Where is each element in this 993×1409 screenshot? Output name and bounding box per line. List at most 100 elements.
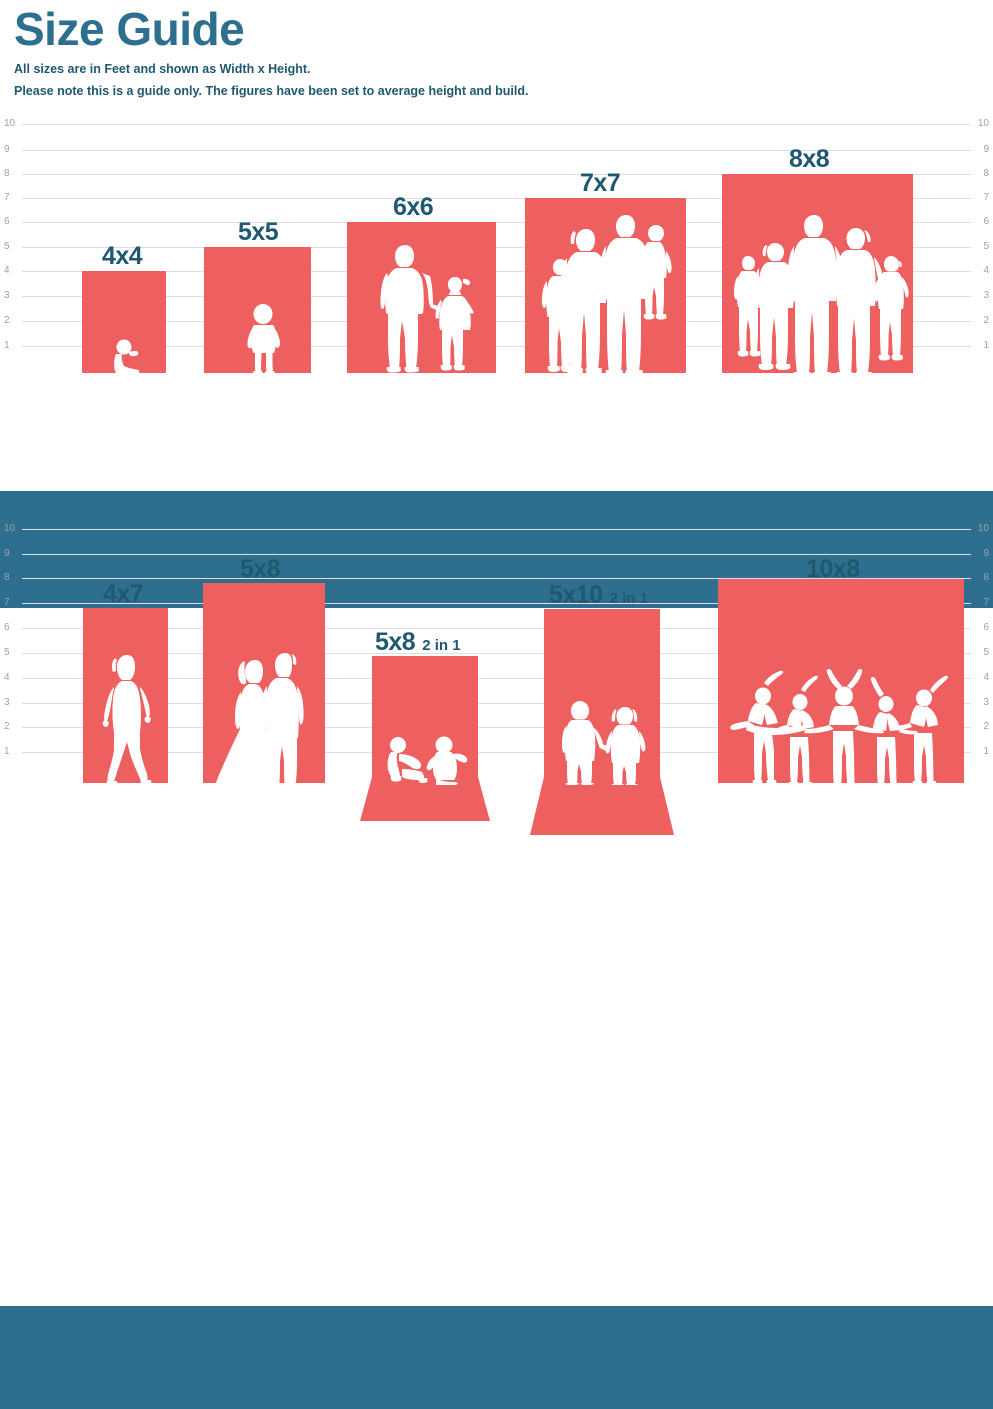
gridline2-7 bbox=[22, 603, 971, 604]
subtitle-line-1: All sizes are in Feet and shown as Width… bbox=[14, 62, 311, 76]
axis-right-label-3: 3 bbox=[983, 290, 989, 301]
gridline2-3 bbox=[22, 703, 971, 704]
bar-label-8x8: 8x8 bbox=[789, 145, 830, 174]
axis2-right-label-3: 3 bbox=[983, 697, 989, 708]
gridline-10 bbox=[22, 124, 971, 125]
axis2-left-label-2: 2 bbox=[4, 721, 10, 732]
axis-right-label-8: 8 bbox=[983, 168, 989, 179]
axis-right-label-5: 5 bbox=[983, 241, 989, 252]
gridline2-8 bbox=[22, 578, 971, 579]
axis-left-label-6: 6 bbox=[4, 216, 10, 227]
axis-right-label-1: 1 bbox=[983, 340, 989, 351]
gridline2-9 bbox=[22, 554, 971, 555]
axis2-right-label-7: 7 bbox=[983, 597, 989, 608]
axis2-right-label-6: 6 bbox=[983, 622, 989, 633]
axis2-left-label-6: 6 bbox=[4, 622, 10, 633]
bar-label-4x4: 4x4 bbox=[102, 242, 143, 271]
gridline-8 bbox=[22, 174, 971, 175]
bar-size-text-4x7: 4x7 bbox=[103, 580, 144, 608]
axis2-left-label-7: 7 bbox=[4, 597, 10, 608]
backdrop-bar-5x10-2in1[interactable] bbox=[544, 609, 660, 783]
bar-label-5x10-2in1: 5x10 2 in 1 bbox=[549, 581, 648, 610]
size-chart-panel-bottom: 10 9 8 7 6 5 4 3 2 1 10 9 8 7 6 5 4 3 2 … bbox=[0, 523, 993, 1409]
floor-band-bottom bbox=[0, 1306, 993, 1409]
gridline-4 bbox=[22, 271, 971, 272]
axis2-right-label-8: 8 bbox=[983, 572, 989, 583]
figure-two-children bbox=[562, 699, 646, 785]
axis-right-label-2: 2 bbox=[983, 315, 989, 326]
bar-label-5x8-2in1: 5x8 2 in 1 bbox=[375, 628, 461, 657]
axis-right-label-7: 7 bbox=[983, 192, 989, 203]
bar-label-10x8: 10x8 bbox=[806, 555, 860, 584]
gridline-1 bbox=[22, 346, 971, 347]
figure-two-babies bbox=[386, 736, 470, 785]
bar-badge-2in1-5x8: 2 in 1 bbox=[422, 637, 461, 654]
axis2-right-label-5: 5 bbox=[983, 647, 989, 658]
axis2-right-label-10: 10 bbox=[977, 523, 989, 534]
gridline-9 bbox=[22, 150, 971, 151]
backdrop-bar-4x4[interactable] bbox=[82, 271, 166, 373]
axis-left-label-5: 5 bbox=[4, 241, 10, 252]
bar-size-text-8x8: 8x8 bbox=[789, 145, 830, 173]
bar-size-text-5x8: 5x8 bbox=[240, 555, 281, 583]
figure-toddler bbox=[243, 304, 285, 376]
axis-left-label-4: 4 bbox=[4, 265, 10, 276]
figure-wedding-couple bbox=[215, 648, 323, 788]
axis-right-label-9: 9 bbox=[983, 144, 989, 155]
gridline-7 bbox=[22, 198, 971, 199]
bar-label-4x7: 4x7 bbox=[103, 580, 144, 609]
bar-size-text-10x8: 10x8 bbox=[806, 555, 860, 583]
gridline2-1 bbox=[22, 752, 971, 753]
axis2-right-label-4: 4 bbox=[983, 672, 989, 683]
bar-size-text-5x8-2in1: 5x8 bbox=[375, 628, 416, 656]
figure-adult-and-child bbox=[375, 243, 481, 374]
gridline-6 bbox=[22, 222, 971, 223]
axis-left-label-7: 7 bbox=[4, 192, 10, 203]
bar-size-text-5x5: 5x5 bbox=[238, 218, 279, 246]
header: Size Guide All sizes are in Feet and sho… bbox=[14, 0, 974, 100]
axis2-left-label-1: 1 bbox=[4, 746, 10, 757]
axis-right-label-6: 6 bbox=[983, 216, 989, 227]
gridline2-5 bbox=[22, 653, 971, 654]
subtitle-line-2: Please note this is a guide only. The fi… bbox=[14, 84, 529, 98]
axis-left-label-10: 10 bbox=[4, 118, 16, 129]
gridline2-4 bbox=[22, 678, 971, 679]
bar-size-text-6x6: 6x6 bbox=[393, 193, 434, 221]
gridline2-10 bbox=[22, 529, 971, 530]
bar-size-text-4x4: 4x4 bbox=[102, 242, 143, 270]
axis2-left-label-3: 3 bbox=[4, 697, 10, 708]
bar-label-5x8: 5x8 bbox=[240, 555, 281, 584]
axis-left-label-3: 3 bbox=[4, 290, 10, 301]
bar-label-6x6: 6x6 bbox=[393, 193, 434, 222]
figure-family-of-four bbox=[538, 198, 678, 374]
axis2-right-label-2: 2 bbox=[983, 721, 989, 732]
axis2-left-label-4: 4 bbox=[4, 672, 10, 683]
axis2-right-label-1: 1 bbox=[983, 746, 989, 757]
axis2-left-label-10: 10 bbox=[4, 523, 16, 534]
bar-label-7x7: 7x7 bbox=[580, 169, 621, 198]
size-chart-panel-top: 10 9 8 7 6 5 4 3 2 1 10 9 8 7 6 5 4 3 2 … bbox=[0, 118, 993, 608]
axis-right-label-4: 4 bbox=[983, 265, 989, 276]
bar-badge-2in1-5x10: 2 in 1 bbox=[609, 590, 648, 607]
gridline-3 bbox=[22, 296, 971, 297]
gridline2-2 bbox=[22, 727, 971, 728]
axis-left-label-8: 8 bbox=[4, 168, 10, 179]
figure-five-dancers bbox=[730, 668, 950, 787]
page-title: Size Guide bbox=[14, 3, 245, 55]
bar-label-5x5: 5x5 bbox=[238, 218, 279, 247]
bar-size-text-7x7: 7x7 bbox=[580, 169, 621, 197]
figure-sitting-baby bbox=[108, 339, 152, 376]
axis-left-label-2: 2 bbox=[4, 315, 10, 326]
axis-left-label-9: 9 bbox=[4, 144, 10, 155]
sweep-base-5x10-2in1 bbox=[530, 777, 674, 835]
gridline2-6 bbox=[22, 628, 971, 629]
axis2-left-label-5: 5 bbox=[4, 647, 10, 658]
axis2-right-label-9: 9 bbox=[983, 548, 989, 559]
axis2-left-label-9: 9 bbox=[4, 548, 10, 559]
axis-right-label-10: 10 bbox=[977, 118, 989, 129]
gridline-5 bbox=[22, 247, 971, 248]
sweep-base-5x8-2in1 bbox=[360, 777, 490, 821]
figure-family-of-five bbox=[732, 203, 909, 374]
figure-standing-woman bbox=[100, 654, 158, 788]
bar-size-text-5x10: 5x10 bbox=[549, 581, 603, 609]
